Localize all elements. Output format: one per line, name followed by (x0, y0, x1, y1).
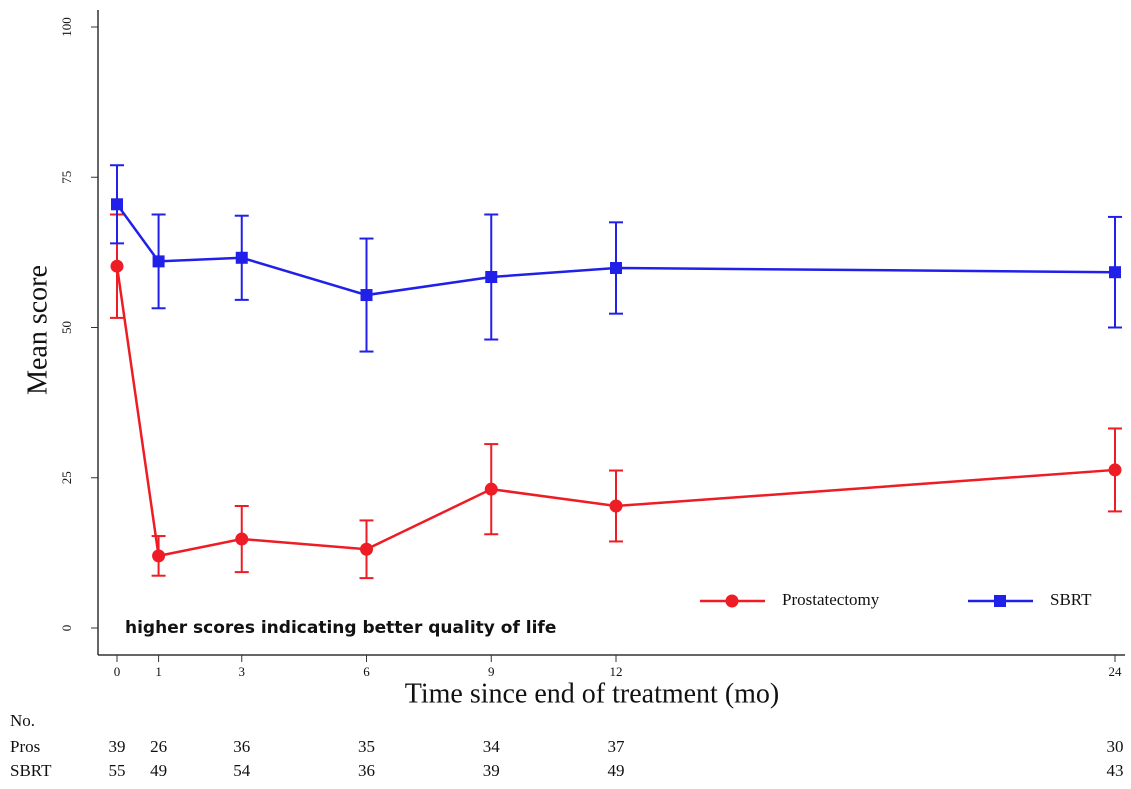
marker (1109, 266, 1121, 279)
risk-row-name: SBRT (10, 761, 52, 780)
marker (485, 271, 498, 284)
x-tick-label: 9 (488, 664, 495, 679)
risk-count: 55 (109, 761, 126, 780)
risk-count: 26 (150, 737, 167, 756)
legend-label: SBRT (1050, 590, 1092, 609)
marker (609, 499, 623, 513)
x-tick-label: 6 (363, 664, 370, 679)
risk-count: 39 (483, 761, 500, 780)
risk-count: 49 (150, 761, 167, 780)
risk-count: 36 (358, 761, 375, 780)
y-tick-label: 100 (59, 17, 74, 37)
risk-count: 36 (233, 737, 250, 756)
risk-count: 30 (1107, 737, 1124, 756)
y-axis-label: Mean score (22, 265, 53, 395)
marker (152, 549, 166, 563)
x-axis-label: Time since end of treatment (mo) (405, 678, 780, 709)
annotation: higher scores indicating better quality … (125, 618, 556, 638)
risk-count: 37 (608, 737, 626, 756)
marker (110, 259, 124, 273)
marker (484, 482, 498, 496)
x-tick-label: 1 (155, 664, 162, 679)
marker (111, 198, 123, 211)
risk-count: 34 (483, 737, 501, 756)
marker (152, 255, 165, 268)
marker (235, 532, 249, 546)
marker (360, 542, 373, 556)
x-tick-label: 0 (114, 664, 121, 679)
x-tick-label: 12 (610, 664, 623, 679)
legend-marker (994, 595, 1006, 607)
risk-table-title: No. (10, 711, 35, 730)
y-tick-label: 50 (59, 321, 74, 334)
marker (1108, 463, 1122, 477)
risk-count: 35 (358, 737, 375, 756)
legend-label: Prostatectomy (782, 590, 880, 609)
risk-count: 49 (608, 761, 625, 780)
risk-count: 43 (1107, 761, 1124, 780)
y-tick-label: 75 (59, 171, 74, 184)
x-tick-label: 24 (1109, 664, 1123, 679)
marker (235, 251, 248, 264)
risk-count: 39 (109, 737, 126, 756)
marker (610, 262, 622, 275)
legend-marker (725, 594, 739, 608)
marker (360, 289, 373, 302)
risk-count: 54 (233, 761, 251, 780)
y-tick-label: 25 (59, 471, 74, 484)
y-tick-label: 0 (59, 625, 74, 632)
risk-row-name: Pros (10, 737, 40, 756)
x-tick-label: 3 (239, 664, 246, 679)
